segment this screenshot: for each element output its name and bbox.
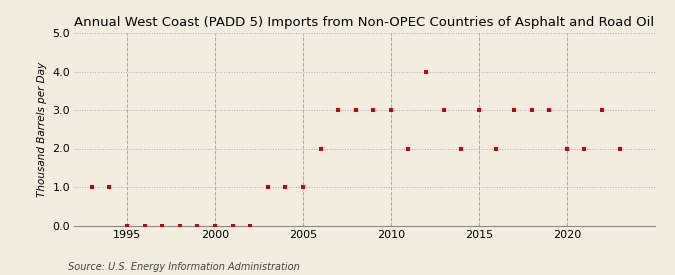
Text: Source: U.S. Energy Information Administration: Source: U.S. Energy Information Administ…: [68, 262, 299, 272]
Title: Annual West Coast (PADD 5) Imports from Non-OPEC Countries of Asphalt and Road O: Annual West Coast (PADD 5) Imports from …: [74, 16, 655, 29]
Y-axis label: Thousand Barrels per Day: Thousand Barrels per Day: [36, 62, 47, 197]
